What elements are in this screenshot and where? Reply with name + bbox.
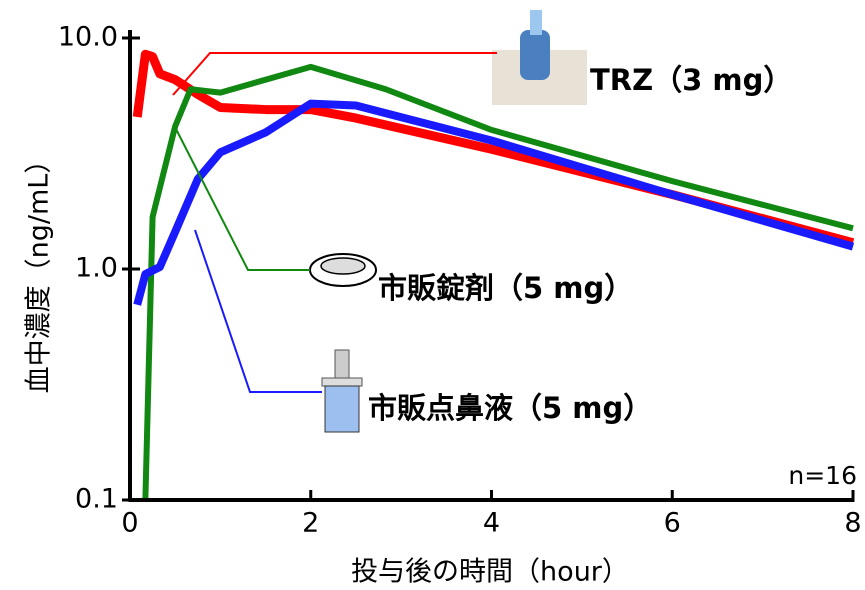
leader-line <box>175 127 310 270</box>
x-axis-label: 投与後の時間（hour） <box>351 557 629 588</box>
y-tick-label: 1.0 <box>75 253 118 284</box>
x-tick-label: 8 <box>844 508 861 539</box>
tablet-icon <box>321 258 365 274</box>
y-axis-label: 血中濃度（ng/mL） <box>24 147 55 394</box>
vial-icon <box>322 378 362 386</box>
y-tick-label: 10.0 <box>58 22 118 53</box>
vial-icon <box>325 386 359 432</box>
page: TRZ（3 mg） 市販錠剤（5 mg） 市販点鼻液（5 mg） 10.0 1.0 0.1… <box>0 0 865 590</box>
annotation: n=16 <box>788 461 857 490</box>
x-tick-label: 4 <box>483 508 500 539</box>
vial-icon <box>335 350 349 380</box>
leader-line <box>195 230 322 392</box>
spray-icon <box>530 10 542 35</box>
series-label: 市販錠剤（5 mg） <box>378 271 633 305</box>
chart: TRZ（3 mg） 市販錠剤（5 mg） 市販点鼻液（5 mg） 10.0 1.0 0.1… <box>0 0 865 590</box>
x-tick-label: 6 <box>664 508 681 539</box>
y-tick-label: 0.1 <box>75 484 118 515</box>
icons <box>310 10 587 432</box>
x-tick-label: 2 <box>302 508 319 539</box>
x-tick-label: 0 <box>121 508 138 539</box>
series-label: 市販点鼻液（5 mg） <box>368 391 652 425</box>
series-label: TRZ（3 mg） <box>590 63 792 97</box>
spray-icon <box>520 30 550 80</box>
